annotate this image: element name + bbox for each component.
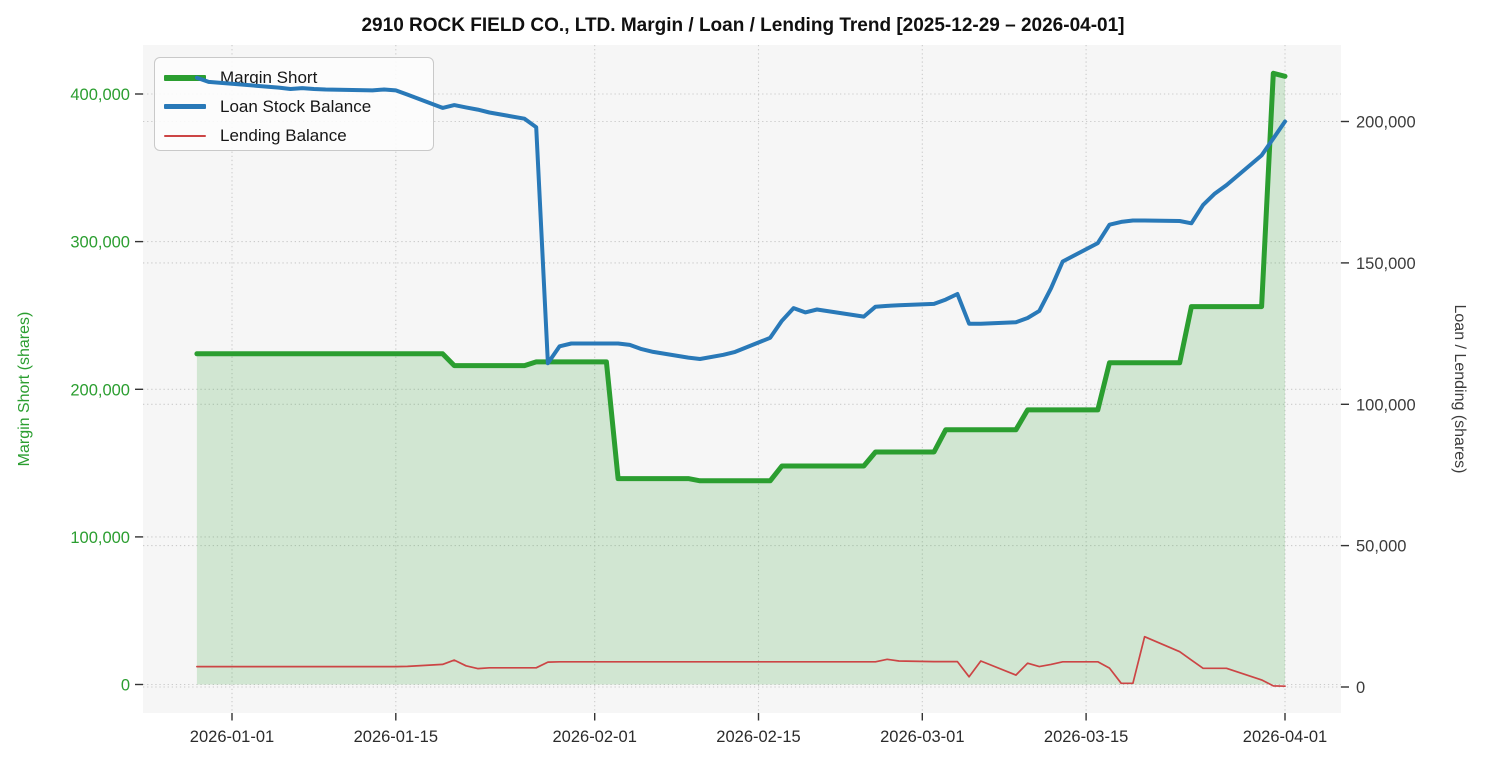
lending-line-swatch (164, 134, 206, 137)
legend-label-margin-short: Margin Short (220, 67, 318, 87)
x-tick-label: 2026-03-01 (880, 728, 964, 746)
x-tick-label: 2026-02-15 (716, 728, 800, 746)
right-y-tick-label: 150,000 (1356, 255, 1416, 273)
right-y-tick-label: 0 (1356, 679, 1365, 697)
legend-label-lending-balance: Lending Balance (220, 125, 347, 145)
right-axis-label: Loan / Lending (shares) (1451, 304, 1468, 474)
x-tick-label: 2026-02-01 (552, 728, 636, 746)
loan-stock-line-swatch (164, 104, 206, 109)
margin-short-line-swatch (164, 74, 206, 81)
left-y-tick-label: 100,000 (70, 529, 130, 547)
left-y-tick-label: 300,000 (70, 234, 130, 252)
left-y-tick-label: 400,000 (70, 86, 130, 104)
right-y-tick-label: 100,000 (1356, 396, 1416, 414)
right-y-tick-label: 50,000 (1356, 538, 1406, 556)
legend-item-lending-balance: Lending Balance (164, 121, 433, 150)
left-y-tick-label: 0 (121, 677, 130, 695)
x-tick-label: 2026-01-01 (190, 728, 274, 746)
left-axis-label: Margin Short (shares) (16, 311, 33, 467)
page-title: 2910 ROCK FIELD CO., LTD. Margin / Loan … (361, 15, 1125, 36)
legend-label-loan-stock-balance: Loan Stock Balance (220, 96, 372, 116)
x-tick-label: 2026-01-15 (354, 728, 438, 746)
x-tick-label: 2026-03-15 (1044, 728, 1128, 746)
right-y-tick-label: 200,000 (1356, 114, 1416, 132)
x-tick-label: 2026-04-01 (1243, 728, 1327, 746)
margin-short-area (196, 73, 1285, 685)
left-y-tick-label: 200,000 (70, 381, 130, 399)
legend-item-margin-short: Margin Short (164, 63, 433, 92)
legend-item-loan-stock-balance: Loan Stock Balance (164, 92, 433, 121)
legend: Margin Short Loan Stock Balance Lending … (154, 57, 434, 151)
